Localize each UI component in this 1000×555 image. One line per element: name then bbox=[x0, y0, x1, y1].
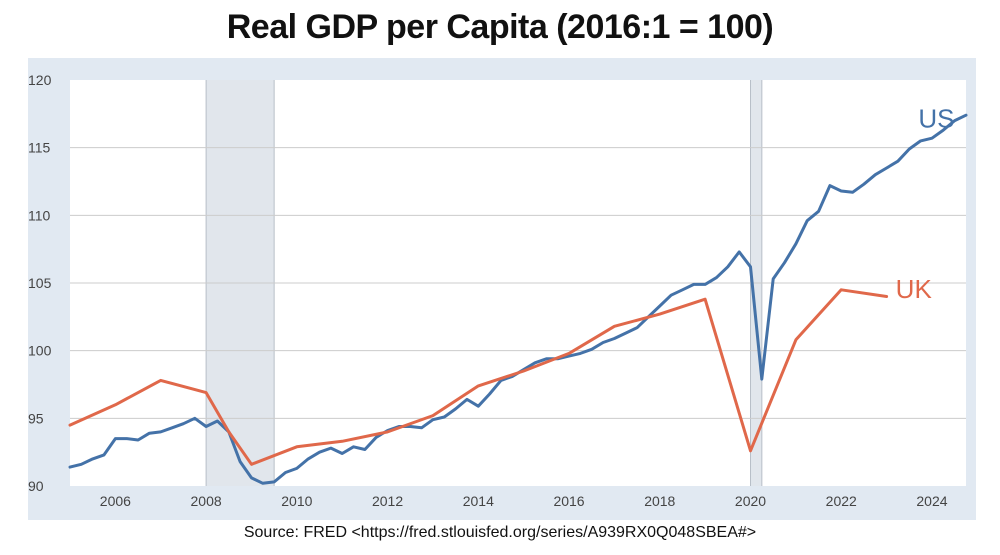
y-axis-tick-labels: 90 95 100 105 110 115 120 bbox=[28, 72, 52, 494]
y-tick-label-115: 115 bbox=[28, 140, 51, 156]
series-label-us: US bbox=[918, 103, 954, 133]
chart-title: Real GDP per Capita (2016:1 = 100) bbox=[226, 8, 774, 46]
series-line-uk bbox=[68, 288, 889, 466]
x-tick-label-2010: 2010 bbox=[281, 493, 312, 509]
y-tick-label-105: 105 bbox=[28, 275, 52, 291]
series-labels: US UK bbox=[896, 103, 955, 304]
x-tick-label-2018: 2018 bbox=[644, 493, 675, 509]
y-tick-label-95: 95 bbox=[28, 410, 44, 426]
x-tick-label-2020: 2020 bbox=[735, 493, 766, 509]
y-tick-label-90: 90 bbox=[28, 478, 44, 494]
series-label-uk: UK bbox=[896, 274, 933, 304]
x-axis-tick-labels: 2006 2008 2010 2012 2014 2016 2018 2020 2022 2024 bbox=[100, 493, 948, 509]
x-tick-label-2006: 2006 bbox=[100, 493, 131, 509]
x-tick-label-2016: 2016 bbox=[553, 493, 584, 509]
y-tick-label-120: 120 bbox=[28, 72, 52, 88]
x-tick-label-2014: 2014 bbox=[463, 493, 494, 509]
x-tick-label-2012: 2012 bbox=[372, 493, 403, 509]
source-note: Source: FRED <https://fred.stlouisfed.or… bbox=[243, 524, 757, 541]
x-tick-label-2008: 2008 bbox=[191, 493, 222, 509]
y-tick-label-100: 100 bbox=[28, 343, 52, 359]
y-tick-label-110: 110 bbox=[28, 207, 51, 223]
x-tick-label-2022: 2022 bbox=[826, 493, 857, 509]
x-tick-label-2024: 2024 bbox=[916, 493, 947, 509]
series-lines bbox=[68, 113, 968, 485]
